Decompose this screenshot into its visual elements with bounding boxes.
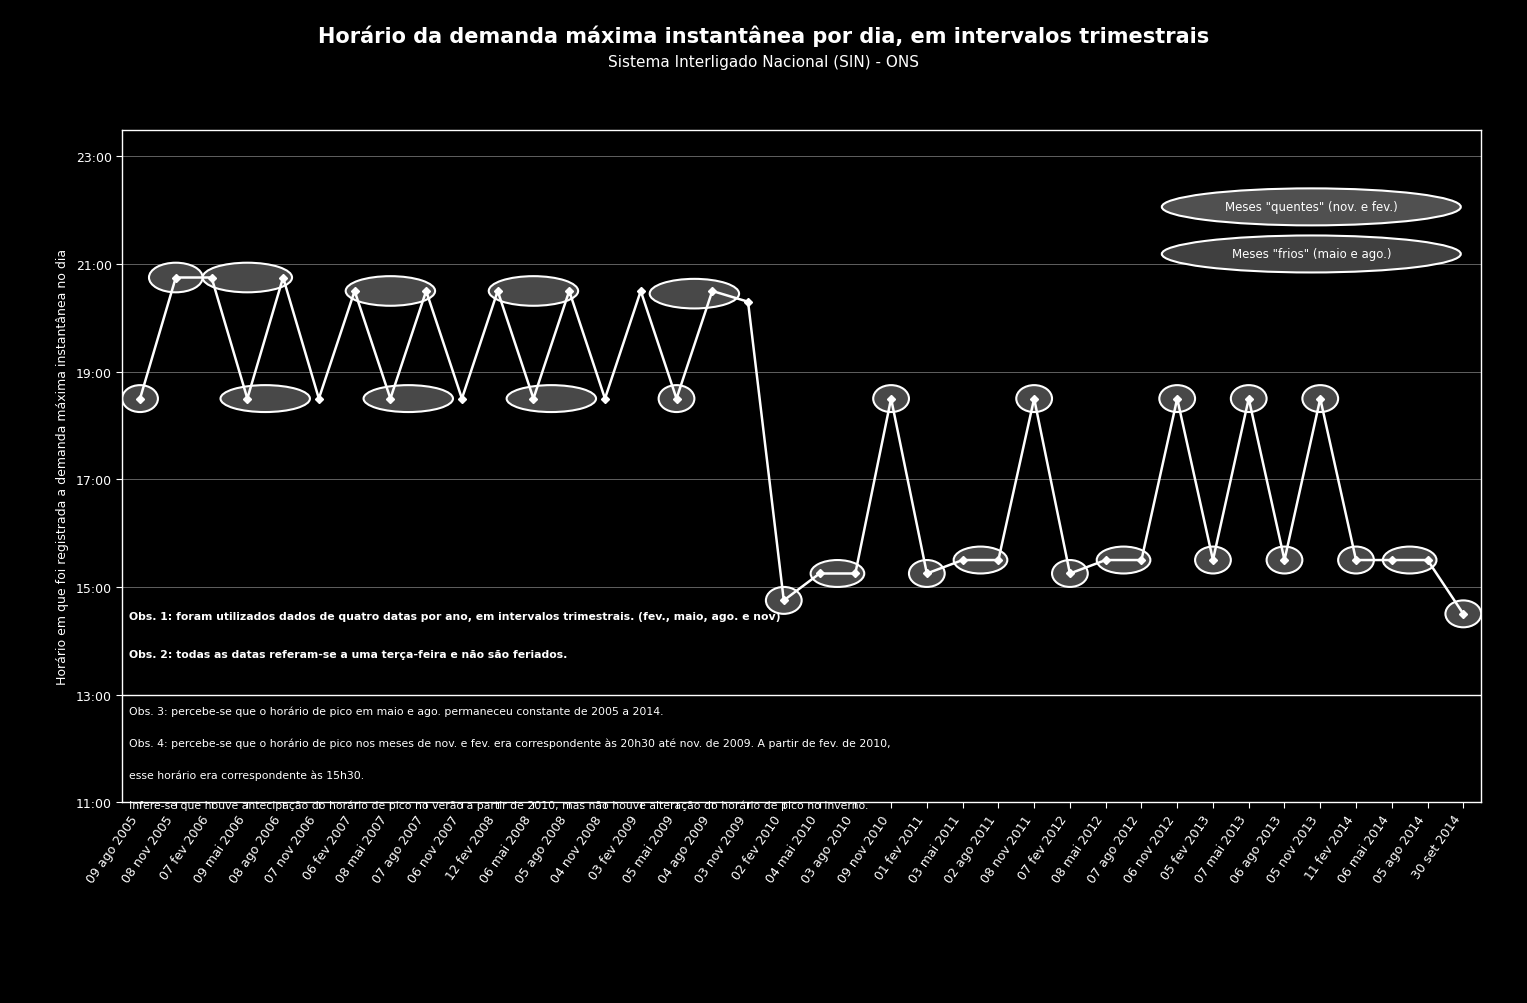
- Ellipse shape: [767, 588, 802, 614]
- Ellipse shape: [1162, 190, 1461, 226]
- Ellipse shape: [909, 561, 945, 588]
- Text: Obs. 1: foram utilizados dados de quatro datas por ano, em intervalos trimestrai: Obs. 1: foram utilizados dados de quatro…: [130, 612, 780, 622]
- Ellipse shape: [658, 386, 695, 412]
- Ellipse shape: [1017, 386, 1052, 412]
- Text: Meses "frios" (maio e ago.): Meses "frios" (maio e ago.): [1232, 248, 1391, 261]
- Ellipse shape: [203, 264, 292, 293]
- Text: Horário da demanda máxima instantânea por dia, em intervalos trimestrais: Horário da demanda máxima instantânea po…: [318, 25, 1209, 46]
- Ellipse shape: [649, 280, 739, 309]
- Text: Obs. 3: percebe-se que o horário de pico em maio e ago. permaneceu constante de : Obs. 3: percebe-se que o horário de pico…: [130, 706, 664, 716]
- Ellipse shape: [1383, 547, 1437, 574]
- Ellipse shape: [363, 386, 454, 412]
- Ellipse shape: [1303, 386, 1338, 412]
- Ellipse shape: [1231, 386, 1266, 412]
- Ellipse shape: [489, 277, 579, 307]
- Ellipse shape: [1266, 547, 1303, 574]
- Text: Obs. 4: percebe-se que o horário de pico nos meses de nov. e fev. era correspond: Obs. 4: percebe-se que o horário de pico…: [130, 738, 890, 748]
- Text: Sistema Interligado Nacional (SIN) - ONS: Sistema Interligado Nacional (SIN) - ONS: [608, 55, 919, 70]
- Ellipse shape: [873, 386, 909, 412]
- Ellipse shape: [507, 386, 596, 412]
- Ellipse shape: [1052, 561, 1087, 588]
- Text: esse horário era correspondente às 15h30.: esse horário era correspondente às 15h30…: [130, 770, 365, 780]
- Ellipse shape: [1338, 547, 1374, 574]
- Ellipse shape: [1162, 237, 1461, 273]
- Ellipse shape: [954, 547, 1008, 574]
- Ellipse shape: [1096, 547, 1150, 574]
- Text: Infere-se que houve antecipação do horário de pico no verão a partir de 2010, ma: Infere-se que houve antecipação do horár…: [130, 799, 869, 810]
- Ellipse shape: [345, 277, 435, 307]
- Text: Meses "quentes" (nov. e fev.): Meses "quentes" (nov. e fev.): [1225, 202, 1397, 215]
- Ellipse shape: [1196, 547, 1231, 574]
- Ellipse shape: [122, 386, 157, 412]
- Ellipse shape: [1446, 601, 1481, 628]
- Ellipse shape: [150, 264, 203, 293]
- Ellipse shape: [220, 386, 310, 412]
- Text: Obs. 2: todas as datas referam-se a uma terça-feira e não são feriados.: Obs. 2: todas as datas referam-se a uma …: [130, 649, 568, 659]
- Y-axis label: Horário em que foi registrada a demanda máxima instantânea no dia: Horário em que foi registrada a demanda …: [55, 249, 69, 684]
- Ellipse shape: [811, 561, 864, 588]
- Ellipse shape: [1159, 386, 1196, 412]
